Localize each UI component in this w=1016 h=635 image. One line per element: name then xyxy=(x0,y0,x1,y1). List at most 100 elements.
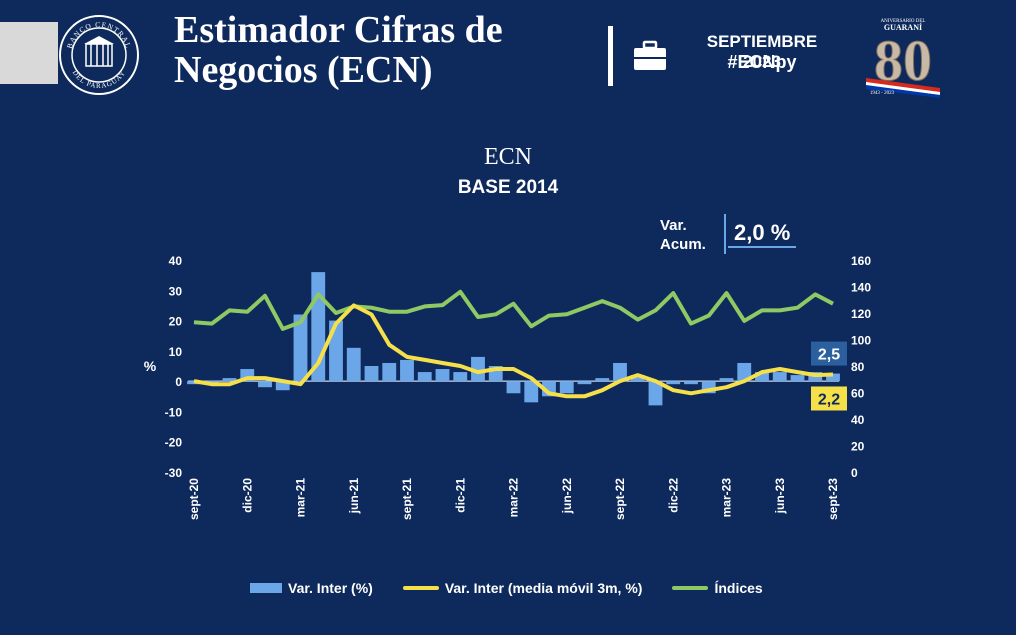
bar xyxy=(790,375,805,382)
x-tick-label: mar-21 xyxy=(294,478,308,518)
accumulated-label-line1: Var. xyxy=(660,217,687,234)
bar xyxy=(400,359,414,382)
y-right-tick-label: 100 xyxy=(851,334,871,348)
period-label: SEPTIEMBRE 2023 xyxy=(706,32,818,71)
title-line-1: Estimador Cifras de xyxy=(174,9,503,51)
bar xyxy=(222,378,237,382)
legend-item-index: Índices xyxy=(672,580,763,596)
page-title: Estimador Cifras de Negocios (ECN) xyxy=(174,10,503,90)
y-left-tick-label: 40 xyxy=(169,254,183,268)
y-axis-label: % xyxy=(144,358,157,374)
x-tick-label: jun-21 xyxy=(347,478,361,515)
bar xyxy=(772,372,787,382)
title-line-2: Negocios (ECN) xyxy=(174,49,433,91)
bar xyxy=(648,381,663,406)
x-tick-label: jun-22 xyxy=(560,478,574,515)
x-tick-label: dic-20 xyxy=(240,478,254,513)
header-accent-band xyxy=(0,22,58,84)
x-tick-label: sept-22 xyxy=(613,478,627,520)
bar xyxy=(755,372,769,382)
x-tick-label: dic-22 xyxy=(666,478,680,513)
anniv-years: 1943 - 2023 xyxy=(870,91,895,96)
bar xyxy=(435,369,450,382)
legend: Var. Inter (%) Var. Inter (media móvil 3… xyxy=(250,580,793,596)
bar xyxy=(417,372,432,382)
bar xyxy=(346,347,361,382)
header-divider xyxy=(608,26,613,86)
bar xyxy=(666,381,681,385)
bar xyxy=(258,381,272,388)
x-tick-label: sept-21 xyxy=(400,478,414,520)
bar xyxy=(275,381,290,391)
bar xyxy=(737,362,752,382)
bar xyxy=(719,378,734,382)
y-left-tick-label: 20 xyxy=(169,315,183,329)
legend-label-moving-avg: Var. Inter (media móvil 3m, %) xyxy=(444,580,643,596)
moving-average-line xyxy=(193,303,834,399)
accumulated-value: 2,0 % xyxy=(734,220,791,245)
anniv-text-top: ANIVERSARIO DEL xyxy=(881,19,926,24)
y-left-tick-label: -30 xyxy=(165,466,183,480)
y-left-tick-label: 0 xyxy=(175,375,182,389)
y-left-tick-label: 30 xyxy=(169,284,183,298)
bar-series xyxy=(187,272,840,406)
y-right-tick-label: 0 xyxy=(851,466,858,480)
x-tick-label: jun-23 xyxy=(773,478,787,515)
legend-swatch-index xyxy=(672,586,709,590)
legend-swatch-bars xyxy=(250,583,282,593)
x-tick-label: sept-23 xyxy=(826,478,840,520)
legend-label-bars: Var. Inter (%) xyxy=(288,580,373,596)
x-tick-label: sept-20 xyxy=(187,478,201,520)
header: BANCO CENTRAL DEL PARAGUAY Estimador Cif… xyxy=(0,0,1016,112)
chart-subtitle: BASE 2014 xyxy=(457,177,559,198)
bar xyxy=(595,378,610,382)
accumulated-underline xyxy=(728,246,796,248)
legend-item-moving-avg: Var. Inter (media móvil 3m, %) xyxy=(402,580,643,596)
y-right-tick-label: 140 xyxy=(851,281,871,295)
y-right-tick-label: 80 xyxy=(851,360,865,374)
bar xyxy=(471,356,485,382)
legend-swatch-moving-avg xyxy=(402,586,439,590)
last-line-label-box xyxy=(811,386,847,411)
x-tick-label: mar-23 xyxy=(720,478,734,518)
bank-seal-logo: BANCO CENTRAL DEL PARAGUAY xyxy=(59,15,139,95)
y-left-axis: 40 30 20 10 0 -10 -20 -30 xyxy=(165,254,183,480)
last-line-label: 2,2 xyxy=(818,391,840,408)
last-bar-label: 2,5 xyxy=(818,347,840,364)
bar xyxy=(382,362,397,382)
bar xyxy=(506,381,521,394)
x-axis: sept-20 dic-20 mar-21 jun-21 sept-21 dic-21 ma… xyxy=(187,478,840,520)
line-series xyxy=(193,289,834,399)
last-bar-label-box xyxy=(811,341,847,366)
y-right-tick-label: 60 xyxy=(851,387,865,401)
end-labels: 2,5 2,2 xyxy=(811,341,847,411)
y-right-tick-label: 120 xyxy=(851,307,871,321)
accumulated-divider xyxy=(724,214,726,254)
y-left-tick-label: -10 xyxy=(165,405,183,419)
bar xyxy=(524,381,539,403)
index-line xyxy=(193,289,834,331)
anniv-number: 80 xyxy=(874,28,932,93)
y-right-axis: 160 140 120 100 80 60 40 20 0 xyxy=(851,254,871,480)
bar xyxy=(684,381,698,385)
y-right-tick-label: 160 xyxy=(851,254,871,268)
legend-item-bars: Var. Inter (%) xyxy=(250,580,373,596)
chart-title: ECN xyxy=(484,144,532,170)
y-right-tick-label: 20 xyxy=(851,440,865,454)
y-left-tick-label: 10 xyxy=(169,345,183,359)
bar xyxy=(559,381,574,394)
y-right-tick-label: 40 xyxy=(851,413,865,427)
bar xyxy=(630,375,645,382)
x-tick-label: dic-21 xyxy=(453,478,467,513)
bar xyxy=(453,372,468,382)
bar xyxy=(364,366,379,382)
accumulated-label-line2: Acum. xyxy=(660,236,706,253)
bar xyxy=(577,381,592,385)
bar xyxy=(826,373,840,382)
anniv-text-name: GUARANÍ xyxy=(884,22,922,32)
hashtag-label: #ECNpy xyxy=(727,52,797,72)
x-tick-label: mar-22 xyxy=(507,478,521,518)
briefcase-icon xyxy=(634,40,666,70)
guarani-anniversary-logo: ANIVERSARIO DEL GUARANÍ 80 1943 - 2023 xyxy=(866,19,940,98)
